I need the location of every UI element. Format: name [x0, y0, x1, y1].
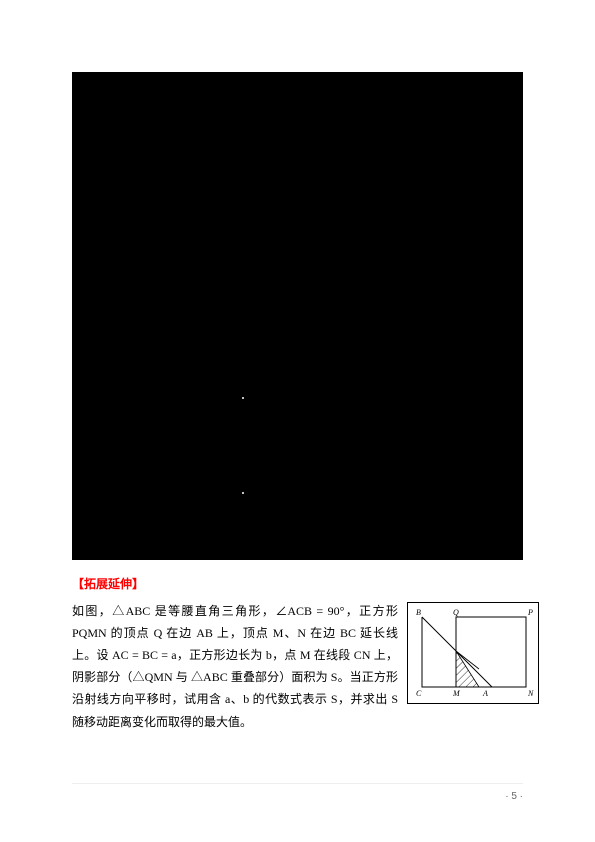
- label-c: C: [416, 689, 422, 698]
- dot: [242, 492, 244, 494]
- label-m: M: [452, 689, 461, 698]
- label-n: N: [527, 689, 534, 698]
- hatched-region: [456, 651, 479, 687]
- label-p: P: [527, 608, 533, 617]
- page-footer: · 5 ·: [72, 783, 523, 806]
- figure-svg: B Q P C M A N: [408, 603, 538, 703]
- upper-content-block: [72, 72, 523, 560]
- page: 【拓展延伸】 如图，△ABC 是等腰直角三角形，∠ACB = 90°，正方形 P…: [0, 0, 595, 842]
- label-a: A: [482, 689, 488, 698]
- label-b: B: [416, 608, 421, 617]
- dot: [242, 397, 244, 399]
- geometry-figure: B Q P C M A N: [407, 602, 539, 704]
- label-q: Q: [453, 608, 459, 617]
- section-heading: 【拓展延伸】: [72, 574, 523, 596]
